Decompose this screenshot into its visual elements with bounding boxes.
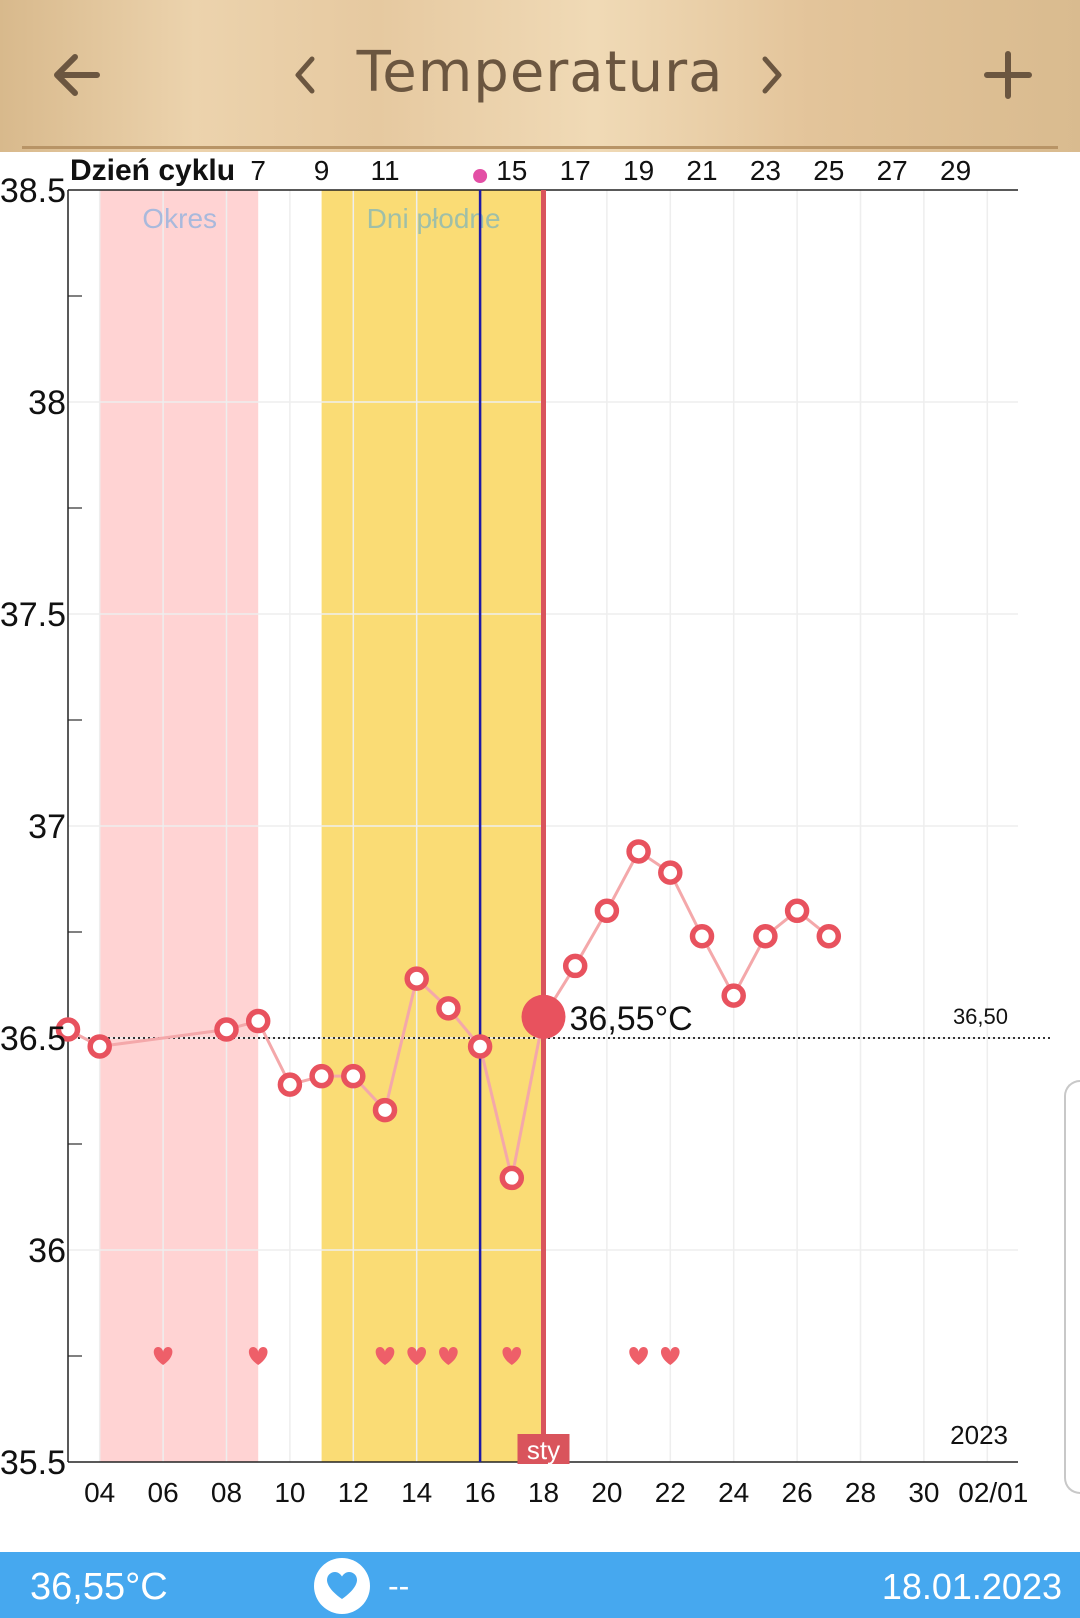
- selected-point[interactable]: [521, 994, 566, 1039]
- temperature-point[interactable]: [753, 923, 778, 949]
- heart-icon: [439, 1347, 458, 1365]
- y-tick-label: 38.5: [0, 172, 66, 210]
- year-label: 2023: [950, 1420, 1008, 1450]
- temperature-point[interactable]: [658, 860, 683, 885]
- x-tick-label: 04: [84, 1477, 115, 1508]
- temperature-point[interactable]: [214, 1017, 239, 1042]
- cycle-day-axis-label: Dzień cyklu: [70, 154, 235, 187]
- x-tick-label: 20: [591, 1477, 622, 1508]
- month-label: sty: [527, 1435, 560, 1465]
- ovulation-dot: [473, 169, 488, 183]
- x-tick-label: 02/01: [958, 1477, 1028, 1508]
- selected-date: 18.01.2023: [881, 1566, 1062, 1607]
- cycle-day-label: 15: [496, 155, 527, 186]
- x-tick-label: 14: [401, 1477, 432, 1508]
- y-tick-label: 36: [28, 1232, 66, 1270]
- x-tick-label: 08: [211, 1477, 242, 1508]
- temperature-point[interactable]: [689, 923, 715, 949]
- x-tick-label: 22: [655, 1477, 686, 1508]
- cycle-day-label: 27: [877, 155, 908, 186]
- x-tick-label: 12: [338, 1477, 369, 1508]
- temperature-point[interactable]: [436, 996, 461, 1021]
- footer-bar[interactable]: 36,55°C -- 18.01.2023: [0, 1552, 1080, 1618]
- x-tick-label: 16: [465, 1477, 496, 1508]
- y-tick-label: 37.5: [0, 596, 66, 634]
- header-divider: [22, 146, 1058, 149]
- temperature-point[interactable]: [309, 1063, 334, 1089]
- cycle-day-label: 7: [250, 155, 266, 186]
- temperature-point[interactable]: [499, 1165, 525, 1191]
- cycle-day-label: 11: [370, 155, 399, 186]
- cycle-day-label: 29: [940, 155, 971, 186]
- x-tick-label: 06: [148, 1477, 179, 1508]
- selected-value-label: 36,55°C: [570, 1000, 693, 1038]
- temperature-point[interactable]: [341, 1063, 366, 1089]
- temperature-point[interactable]: [594, 898, 620, 924]
- chevron-right-icon: [762, 56, 782, 94]
- temperature-chart[interactable]: Okres Dni płodne 38.5 38 37.5 37 36.5 36 35.5 36…: [0, 152, 1080, 1552]
- cycle-day-label: 21: [686, 155, 717, 186]
- x-tick-label: 18: [528, 1477, 559, 1508]
- heart-icon: [629, 1347, 648, 1365]
- temperature-point[interactable]: [562, 953, 588, 979]
- temperature-point[interactable]: [467, 1034, 493, 1059]
- intercourse-button[interactable]: [314, 1558, 370, 1614]
- back-button[interactable]: [40, 30, 110, 120]
- heart-icon: [502, 1347, 522, 1365]
- temperature-point[interactable]: [404, 966, 429, 991]
- y-tick-label: 36.5: [0, 1020, 66, 1058]
- heart-icon: [660, 1347, 680, 1365]
- cycle-day-label: 9: [314, 155, 330, 186]
- heart-icon: [375, 1347, 395, 1365]
- temperature-point[interactable]: [245, 1008, 271, 1034]
- page-title: Temperatura: [356, 40, 724, 105]
- temperature-point[interactable]: [372, 1097, 398, 1123]
- add-button[interactable]: [980, 30, 1036, 120]
- heart-icon: [153, 1347, 173, 1365]
- temperature-point[interactable]: [87, 1034, 112, 1059]
- band-label: Okres: [142, 203, 217, 234]
- temperature-point[interactable]: [816, 923, 842, 949]
- cycle-day-label: 25: [813, 155, 844, 186]
- heart-icon: [407, 1347, 427, 1365]
- app-header: Temperatura: [0, 0, 1080, 152]
- side-panel-handle[interactable]: [1064, 1080, 1080, 1494]
- heart-icon: [327, 1572, 357, 1599]
- selected-temperature: 36,55°C: [30, 1566, 168, 1608]
- temperature-point[interactable]: [55, 1017, 81, 1042]
- chevron-left-icon: [295, 56, 315, 94]
- band-label: Dni płodne: [367, 203, 501, 234]
- cycle-day-label: 23: [750, 155, 781, 186]
- plus-icon: [984, 51, 1032, 99]
- y-tick-label: 37: [28, 808, 66, 846]
- x-tick-label: 24: [718, 1477, 749, 1508]
- intercourse-value: --: [388, 1568, 410, 1604]
- temperature-point[interactable]: [784, 898, 810, 924]
- previous-cycle-button[interactable]: [285, 30, 325, 120]
- chart-canvas[interactable]: Okres Dni płodne 38.5 38 37.5 37 36.5 36 35.5 36…: [0, 152, 1080, 1552]
- coverline-label: 36,50: [953, 1004, 1008, 1029]
- x-tick-label: 28: [845, 1477, 876, 1508]
- temperature-point[interactable]: [626, 839, 651, 864]
- temperature-line: [67, 849, 830, 1179]
- x-tick-label: 30: [908, 1477, 939, 1508]
- month-badge: [517, 1434, 570, 1464]
- temperature-point[interactable]: [277, 1072, 303, 1097]
- arrow-left-icon: [54, 54, 100, 96]
- y-tick-label: 35.5: [0, 1444, 66, 1482]
- next-cycle-button[interactable]: [752, 30, 792, 120]
- y-tick-label: 38: [28, 384, 66, 422]
- x-tick-label: 10: [274, 1477, 305, 1508]
- cycle-day-label: 17: [560, 155, 591, 186]
- heart-icon: [248, 1347, 268, 1365]
- x-tick-label: 26: [782, 1477, 813, 1508]
- temperature-point[interactable]: [721, 983, 746, 1008]
- cycle-day-label: 19: [623, 155, 654, 186]
